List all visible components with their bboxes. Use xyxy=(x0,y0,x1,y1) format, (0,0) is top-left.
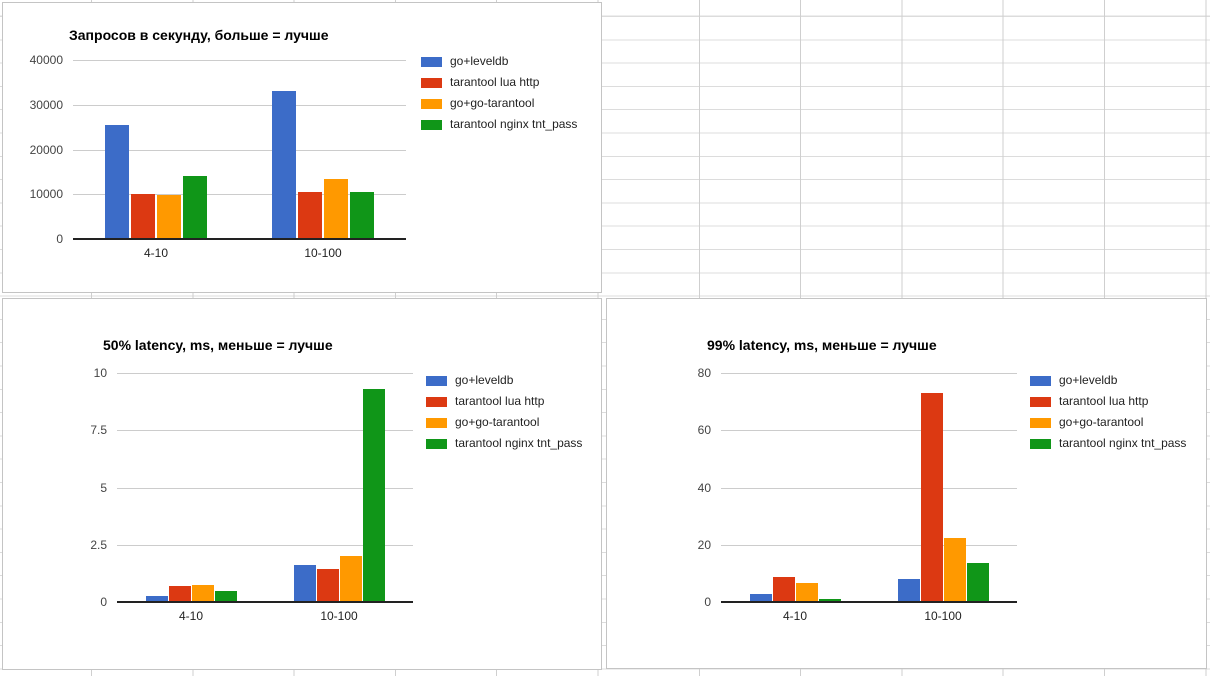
bar-tarantool-lua-http-10-100 xyxy=(317,569,339,602)
legend-swatch-tarantool-nginx-tnt-pass xyxy=(421,120,442,130)
y-tick-label: 40 xyxy=(697,481,711,495)
y-tick-label: 2.5 xyxy=(90,538,107,552)
legend-label: go+go-tarantool xyxy=(1059,415,1144,429)
y-gridline xyxy=(721,545,1017,546)
y-tick-label: 7.5 xyxy=(90,423,107,437)
bar-tarantool-nginx-tnt-pass-4-10 xyxy=(819,599,841,602)
bar-go-leveldb-10-100 xyxy=(898,579,920,602)
bar-go-leveldb-4-10 xyxy=(105,125,129,239)
chart-panel-50pct-latency[interactable]: 50% latency, ms, меньше = лучше 0 2.5 5 7.5 1… xyxy=(2,298,602,670)
legend-swatch-go-go-tarantool xyxy=(421,99,442,109)
legend-label: tarantool nginx tnt_pass xyxy=(455,436,583,450)
y-gridline xyxy=(721,488,1017,489)
x-category-label: 10-100 xyxy=(320,609,358,623)
legend-swatch-tarantool-lua-http xyxy=(421,78,442,88)
y-tick-label: 10000 xyxy=(29,187,63,201)
y-tick-label: 0 xyxy=(56,232,63,246)
bar-go-go-tarantool-4-10 xyxy=(157,195,181,239)
y-tick-label: 20 xyxy=(697,538,711,552)
y-gridline xyxy=(721,430,1017,431)
y-gridline xyxy=(117,430,413,431)
y-gridline xyxy=(73,105,406,106)
bar-go-go-tarantool-10-100 xyxy=(944,538,966,602)
bar-go-leveldb-4-10 xyxy=(750,594,772,602)
y-tick-label: 30000 xyxy=(29,98,63,112)
bar-go-leveldb-4-10 xyxy=(146,596,168,602)
x-axis-line xyxy=(117,601,413,603)
legend-swatch-go-go-tarantool xyxy=(426,418,447,428)
legend-label: go+go-tarantool xyxy=(450,96,535,110)
bar-tarantool-lua-http-10-100 xyxy=(921,393,943,602)
legend-label: go+go-tarantool xyxy=(455,415,540,429)
y-gridline xyxy=(73,194,406,195)
y-gridline xyxy=(117,373,413,374)
bar-tarantool-nginx-tnt-pass-4-10 xyxy=(215,591,237,602)
legend-label: tarantool nginx tnt_pass xyxy=(1059,436,1187,450)
legend-swatch-go-go-tarantool xyxy=(1030,418,1051,428)
chart-panel-99pct-latency[interactable]: 99% latency, ms, меньше = лучше 0 20 40 60 80… xyxy=(606,298,1207,669)
bar-go-go-tarantool-10-100 xyxy=(340,556,362,602)
bar-go-go-tarantool-10-100 xyxy=(324,179,348,239)
x-category-label: 4-10 xyxy=(782,609,808,623)
y-tick-label: 60 xyxy=(697,423,711,437)
bar-tarantool-nginx-tnt-pass-10-100 xyxy=(363,389,385,602)
y-tick-label: 80 xyxy=(697,366,711,380)
x-axis-line xyxy=(721,601,1017,603)
bar-go-go-tarantool-4-10 xyxy=(796,583,818,602)
x-axis-line xyxy=(73,238,406,240)
legend-swatch-go-leveldb xyxy=(421,57,442,67)
y-tick-label: 5 xyxy=(100,481,107,495)
legend-label: tarantool lua http xyxy=(1059,394,1149,408)
chart-title: Запросов в секунду, больше = лучше xyxy=(69,27,329,43)
chart-title: 99% latency, ms, меньше = лучше xyxy=(707,337,937,353)
legend-swatch-go-leveldb xyxy=(1030,376,1051,386)
y-tick-label: 0 xyxy=(704,595,711,609)
y-gridline xyxy=(73,150,406,151)
y-gridline xyxy=(117,545,413,546)
legend-label: tarantool lua http xyxy=(450,75,540,89)
x-category-label: 4-10 xyxy=(178,609,204,623)
x-category-label: 4-10 xyxy=(143,246,169,260)
legend-label: tarantool lua http xyxy=(455,394,545,408)
legend-swatch-tarantool-lua-http xyxy=(426,397,447,407)
legend-swatch-tarantool-nginx-tnt-pass xyxy=(426,439,447,449)
legend-swatch-go-leveldb xyxy=(426,376,447,386)
y-tick-label: 40000 xyxy=(29,53,63,67)
y-tick-label: 10 xyxy=(93,366,107,380)
bar-go-leveldb-10-100 xyxy=(272,91,296,239)
y-tick-label: 20000 xyxy=(29,143,63,157)
bar-go-go-tarantool-4-10 xyxy=(192,585,214,602)
y-gridline xyxy=(117,488,413,489)
y-gridline xyxy=(721,373,1017,374)
chart-panel-requests-per-second[interactable]: Запросов в секунду, больше = лучше 0 10000… xyxy=(2,2,602,293)
bar-tarantool-lua-http-4-10 xyxy=(131,194,155,239)
bar-tarantool-lua-http-4-10 xyxy=(169,586,191,602)
bar-tarantool-lua-http-10-100 xyxy=(298,192,322,239)
legend-label: go+leveldb xyxy=(1059,373,1118,387)
x-category-label: 10-100 xyxy=(924,609,962,623)
y-gridline xyxy=(73,60,406,61)
y-tick-label: 0 xyxy=(100,595,107,609)
x-category-label: 10-100 xyxy=(304,246,342,260)
chart-title: 50% latency, ms, меньше = лучше xyxy=(103,337,333,353)
bar-tarantool-nginx-tnt-pass-10-100 xyxy=(967,563,989,602)
legend-label: go+leveldb xyxy=(450,54,509,68)
legend-label: tarantool nginx tnt_pass xyxy=(450,117,578,131)
legend-swatch-tarantool-nginx-tnt-pass xyxy=(1030,439,1051,449)
bar-tarantool-lua-http-4-10 xyxy=(773,577,795,602)
legend-label: go+leveldb xyxy=(455,373,514,387)
legend-swatch-tarantool-lua-http xyxy=(1030,397,1051,407)
bar-tarantool-nginx-tnt-pass-10-100 xyxy=(350,192,374,239)
bar-go-leveldb-10-100 xyxy=(294,565,316,602)
bar-tarantool-nginx-tnt-pass-4-10 xyxy=(183,176,207,239)
